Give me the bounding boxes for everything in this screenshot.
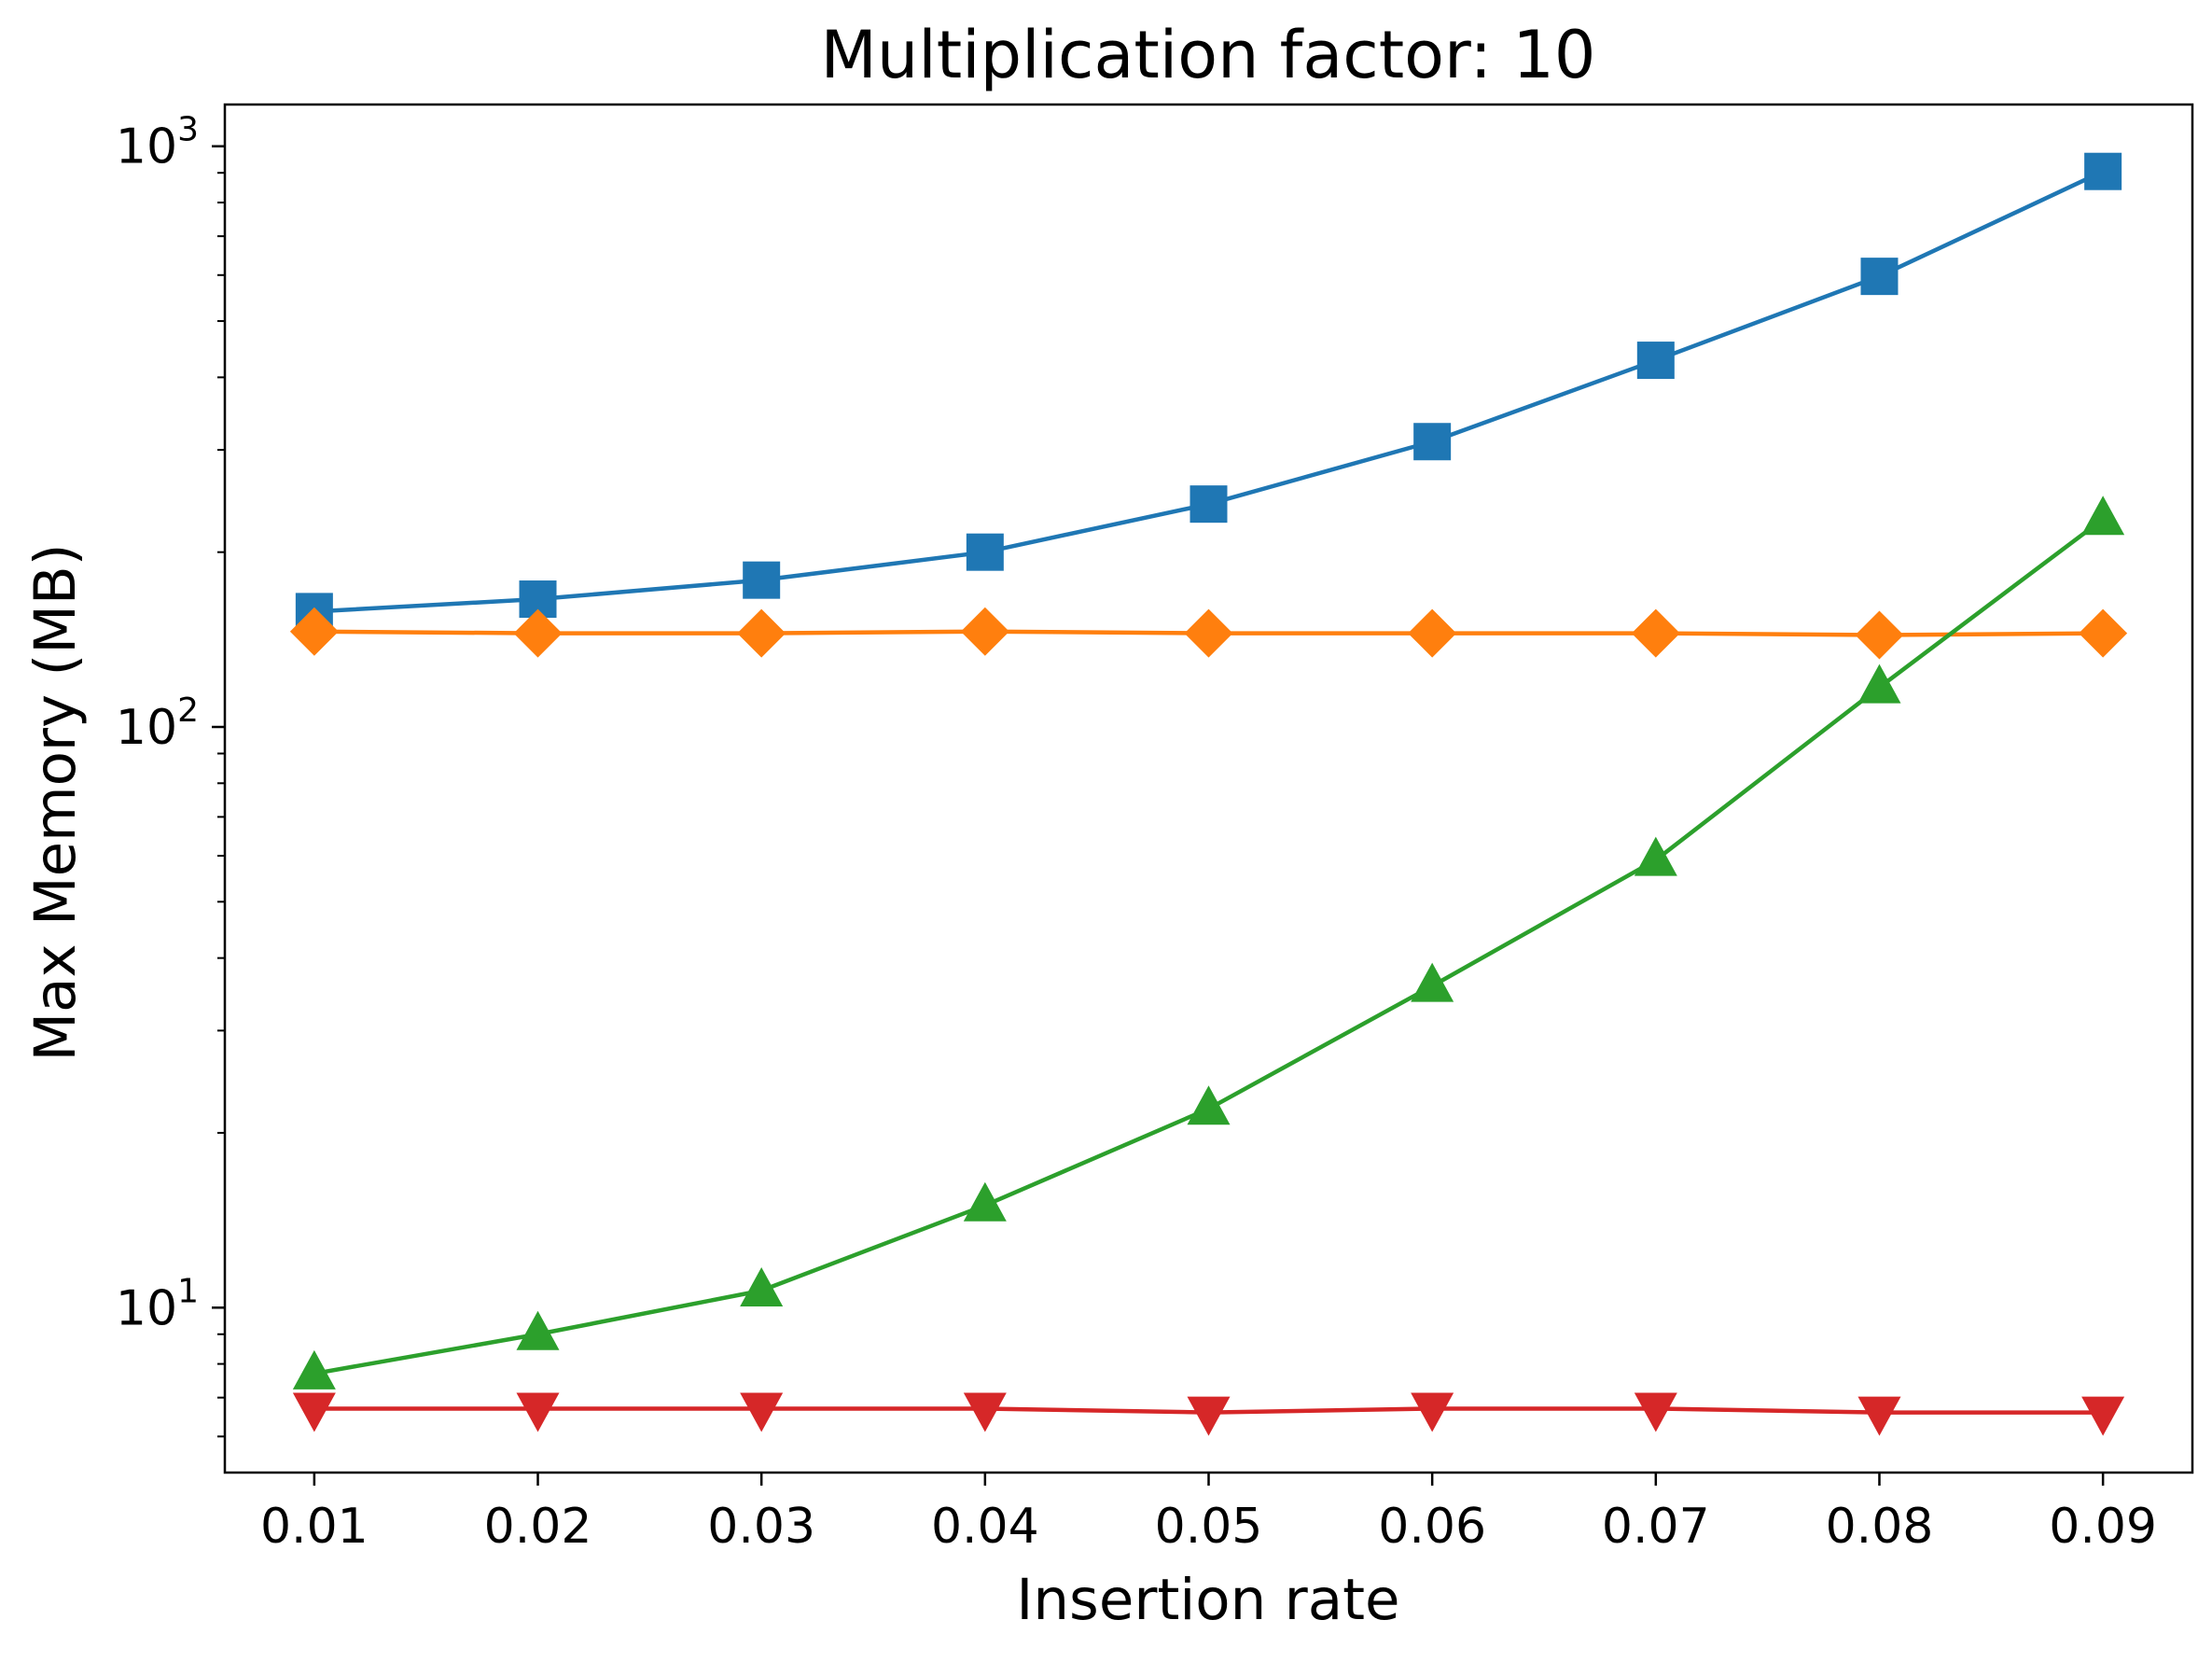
data-point-triangle-up (2081, 496, 2125, 536)
data-point-triangle-down (1857, 1396, 1901, 1436)
plot-frame (223, 103, 2194, 1474)
data-point-triangle-up (516, 1310, 560, 1350)
y-tick-base: 10 (116, 119, 177, 175)
series-1 (289, 607, 2128, 660)
data-point-triangle-up (1187, 1085, 1231, 1125)
data-point-triangle-up (1411, 962, 1454, 1002)
data-point-diamond (737, 608, 786, 658)
x-axis-label: Insertion rate (1016, 1567, 1399, 1633)
x-tick-label: 0.06 (1378, 1499, 1486, 1555)
plot-area: 0.01 0.02 0.03 0.04 0.05 0.06 0.07 0.08 0.091011… (116, 103, 2194, 1555)
series-line (313, 169, 2105, 614)
data-point-triangle-down (963, 1392, 1007, 1432)
data-point-diamond (2079, 608, 2128, 658)
y-tick-base: 10 (116, 700, 177, 756)
x-tick-label: 0.04 (931, 1499, 1039, 1555)
data-point-diamond (1408, 608, 1457, 658)
x-tick-label: 0.02 (484, 1499, 592, 1555)
data-point-triangle-up (740, 1266, 784, 1306)
data-point-triangle-down (2081, 1396, 2125, 1436)
data-point-square (1636, 342, 1675, 380)
data-point-triangle-down (1411, 1392, 1454, 1432)
y-tick-label: 103 (116, 111, 199, 175)
y-tick-exponent: 2 (177, 691, 199, 730)
data-point-diamond (513, 608, 563, 658)
x-tick-label: 0.03 (707, 1499, 815, 1555)
data-point-square (743, 561, 781, 599)
data-point-square (1413, 423, 1452, 461)
data-point-triangle-up (1857, 663, 1901, 704)
data-point-triangle-up (1634, 836, 1677, 876)
data-point-triangle-down (1187, 1396, 1231, 1436)
x-tick-label: 0.05 (1155, 1499, 1263, 1555)
data-point-diamond (960, 607, 1009, 656)
data-point-diamond (1184, 608, 1233, 658)
x-tick-label: 0.01 (260, 1499, 369, 1555)
y-tick-label: 102 (116, 691, 199, 756)
data-point-triangle-down (516, 1392, 560, 1432)
data-point-diamond (1855, 610, 1904, 660)
y-tick-label: 101 (116, 1272, 199, 1336)
data-point-square (966, 533, 1004, 571)
y-tick-base: 10 (116, 1280, 177, 1336)
data-point-triangle-up (963, 1181, 1007, 1222)
data-point-diamond (1631, 608, 1680, 658)
series-3 (292, 1392, 2125, 1436)
data-point-triangle-down (292, 1392, 336, 1432)
series-0 (295, 152, 2122, 631)
series-2 (292, 496, 2125, 1390)
x-tick-label: 0.07 (1602, 1499, 1710, 1555)
data-point-square (1189, 485, 1228, 524)
y-axis-label: Max Memory (MB) (22, 543, 89, 1061)
y-tick-exponent: 1 (177, 1272, 199, 1310)
x-tick-label: 0.09 (2049, 1499, 2157, 1555)
x-tick-label: 0.08 (1826, 1499, 1934, 1555)
data-point-square (1860, 258, 1899, 296)
data-point-diamond (289, 607, 339, 656)
y-tick-exponent: 3 (177, 111, 199, 149)
data-point-triangle-down (1634, 1392, 1677, 1432)
data-point-triangle-up (292, 1349, 336, 1390)
data-point-triangle-down (740, 1392, 784, 1432)
chart-title: Multiplication factor: 10 (821, 17, 1596, 93)
data-point-square (2084, 152, 2122, 190)
